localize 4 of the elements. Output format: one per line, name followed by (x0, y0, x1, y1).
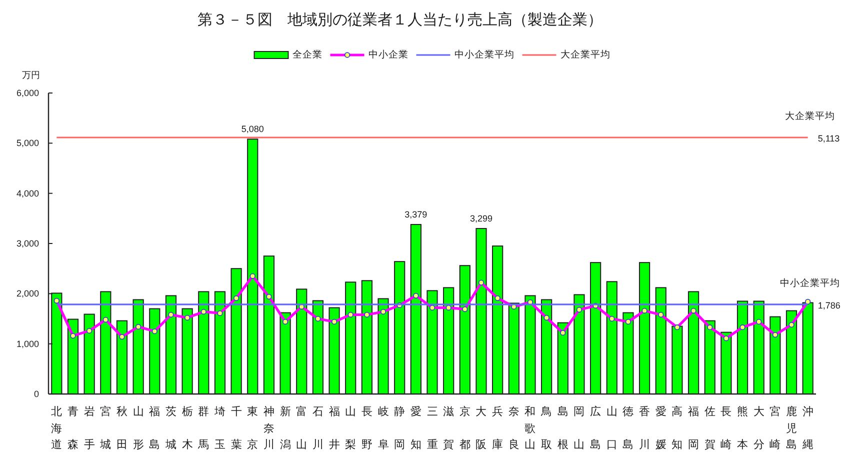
annotation: 1,786 (818, 300, 840, 310)
ylabel: 万円 (22, 70, 40, 80)
annotation: 5,113 (818, 134, 840, 144)
title: 第３－５図 地域別の従業者１人当たり売上高（製造企業） (198, 12, 602, 28)
